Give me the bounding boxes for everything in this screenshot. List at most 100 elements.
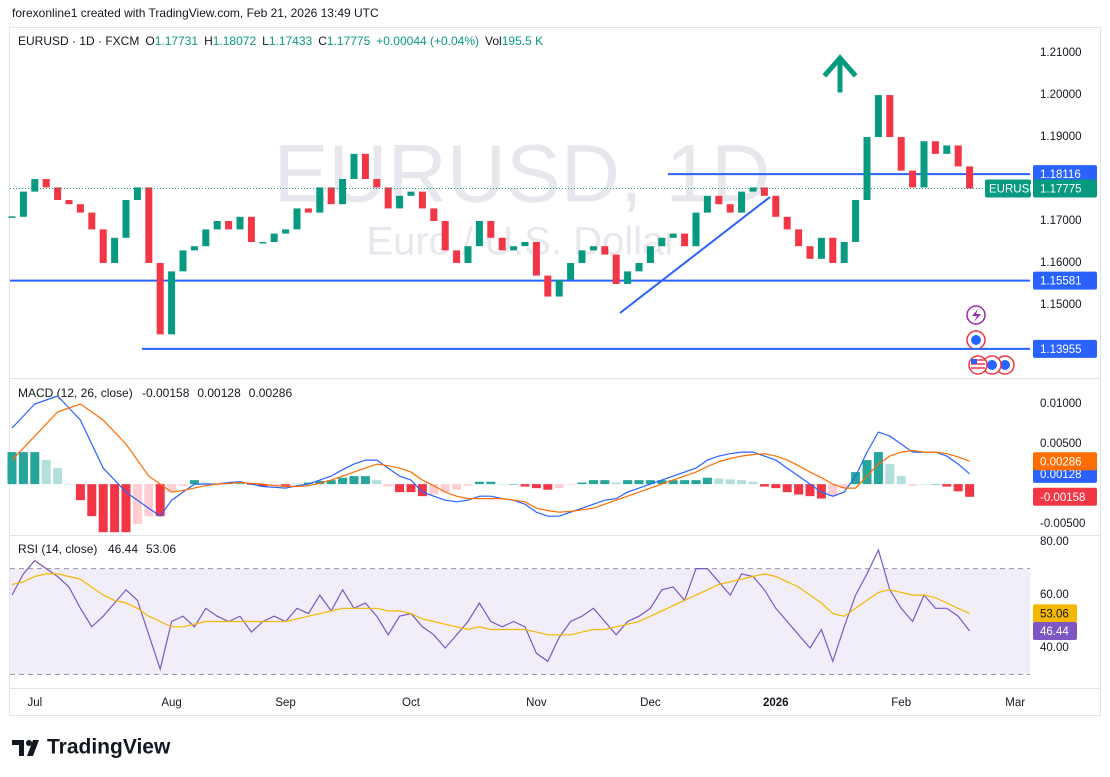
macd-histogram-bar [75, 484, 85, 501]
candle [692, 212, 700, 247]
macd-histogram-bar [178, 484, 188, 486]
y-tick-label: 0.01000 [1040, 398, 1082, 410]
candle [418, 191, 426, 209]
level-label-box [1033, 165, 1097, 184]
macd-line [11, 395, 970, 518]
macd-histogram-bar [41, 460, 51, 485]
candle [521, 241, 529, 247]
macd-histogram-bar [292, 483, 302, 485]
macd-histogram-bar [440, 484, 450, 493]
macd-histogram-bar [680, 480, 690, 485]
brand: TradingView [12, 736, 171, 759]
macd-value-label-box [1033, 487, 1097, 506]
macd-histogram-bar [645, 480, 655, 485]
candle [202, 229, 210, 247]
candle [396, 195, 404, 209]
macd-histogram-bar [132, 484, 142, 525]
macd-histogram-bar [417, 484, 427, 497]
macd-histogram-bar [953, 484, 963, 492]
macd-histogram-bar [509, 484, 519, 485]
macd-histogram-bar [189, 480, 199, 485]
candle [99, 229, 107, 263]
macd-line [11, 403, 970, 513]
brand-logo [12, 740, 39, 756]
event-icon[interactable] [968, 355, 988, 375]
macd-histogram-bar [930, 484, 940, 485]
candle [179, 250, 187, 272]
macd-histogram-bar [269, 484, 279, 486]
candle [259, 241, 267, 244]
macd-histogram-bar [634, 480, 644, 485]
macd-histogram-bar [497, 484, 507, 485]
macd-histogram-bar [714, 478, 724, 485]
macd-histogram-bar [668, 480, 678, 485]
macd-histogram-bar [965, 484, 975, 497]
candle [327, 187, 335, 205]
candle [829, 237, 837, 263]
macd-histogram-bar [588, 480, 598, 485]
macd-legend-value: 0.00128 [197, 386, 241, 400]
candle [8, 216, 16, 218]
rsi-legend-value: 46.44 [108, 542, 138, 556]
macd-histogram-bar [896, 476, 906, 485]
y-tick-label: 80.00 [1040, 536, 1069, 548]
legend-item: H [204, 34, 213, 48]
legend-item: C [318, 34, 327, 48]
rsi-ma-line [11, 573, 970, 636]
x-tick-label: Jul [27, 697, 42, 709]
macd-histogram-bar [600, 480, 610, 485]
brand-name: TradingView [47, 736, 171, 759]
candle [578, 250, 586, 263]
candle [145, 187, 153, 263]
candle [886, 95, 894, 138]
candle [42, 179, 50, 188]
macd-histogram-bar [338, 477, 348, 485]
macd-histogram-bar [201, 482, 211, 485]
macd-histogram-bar [406, 484, 416, 493]
level-label-box [1033, 271, 1097, 290]
rsi-value-label: 53.06 [1040, 608, 1069, 620]
legend-item: EURUSD · 1D · FXCM [18, 34, 139, 48]
candle [681, 233, 689, 247]
candle [350, 153, 358, 180]
candle [783, 216, 791, 230]
watermark-subtitle: Euro / U.S. Dollar [366, 220, 677, 264]
icon-glyph [971, 335, 981, 345]
candle [213, 221, 221, 230]
macd-histogram-bar [258, 484, 268, 487]
candle [122, 200, 130, 238]
macd-histogram-bar [702, 477, 712, 485]
rsi-legend-value: 53.06 [146, 542, 176, 556]
last-price-label: 1.17775 [1040, 183, 1082, 195]
macd-value-label: 0.00286 [1040, 456, 1082, 468]
candle [635, 262, 643, 272]
price-legend: EURUSD · 1D · FXCM O1.17731 H1.18072 L1.174… [18, 34, 543, 48]
candle [498, 237, 506, 251]
y-tick-label: 1.20000 [1040, 89, 1082, 101]
x-tick-label: Oct [402, 697, 421, 709]
macd-histogram-bar [121, 484, 131, 533]
candle [931, 141, 939, 154]
macd-histogram-bar [942, 484, 952, 487]
macd-histogram-bar [611, 482, 621, 485]
icon-glyph [971, 359, 977, 364]
x-tick-label: Aug [161, 697, 181, 709]
legend-item: O [145, 34, 154, 48]
macd-histogram-bar [919, 484, 929, 485]
candle [646, 246, 654, 263]
candle [304, 208, 312, 213]
macd-histogram-bar [862, 460, 872, 485]
rsi-value-label: 46.44 [1040, 626, 1069, 638]
macd-histogram-bar [98, 484, 108, 533]
macd-histogram-bar [725, 479, 735, 485]
macd-histogram-bar [623, 480, 633, 485]
candle [589, 246, 597, 251]
rsi-value-label-box [1033, 621, 1077, 640]
legend-item: Vol [485, 34, 502, 48]
macd-histogram-bar [167, 484, 177, 493]
candle [795, 229, 803, 247]
candle [726, 204, 734, 213]
macd-histogram-bar [794, 484, 804, 495]
level-label: 1.13955 [1040, 344, 1082, 356]
x-tick-label: Mar [1005, 697, 1025, 709]
